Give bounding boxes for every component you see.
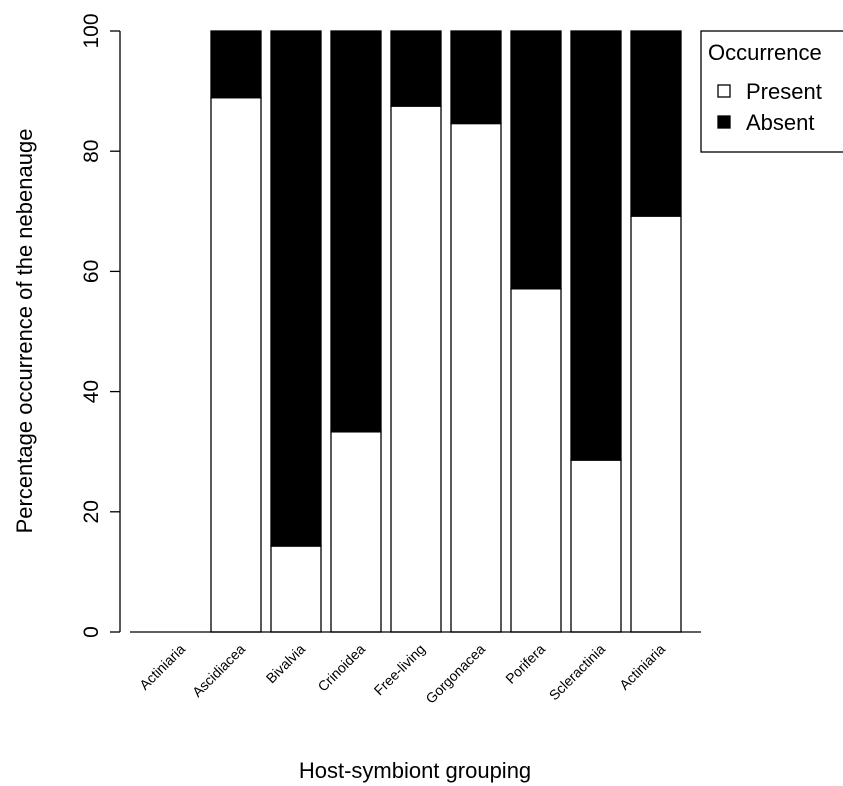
x-tick-label: Bivalvia: [263, 641, 309, 687]
bars-group: [211, 31, 681, 632]
legend-title: Occurrence: [708, 40, 822, 65]
x-tick-label: Free-living: [371, 641, 429, 699]
bar-present: [631, 216, 681, 632]
bar-present: [571, 460, 621, 632]
y-tick-label: 40: [80, 380, 103, 403]
x-tick-label: Actiniaria: [616, 641, 668, 693]
x-axis: Actiniaria Ascidiacea Bivalvia Crinoidea Fre…: [130, 632, 701, 707]
x-tick-label: Gorgonacea: [422, 641, 488, 707]
legend-label-absent: Absent: [746, 110, 815, 135]
y-axis: 0 20 40 60 80 100: [80, 13, 120, 637]
bar-absent: [571, 31, 621, 460]
legend: Occurrence Present Absent: [701, 31, 843, 152]
x-tick-label: Crinoidea: [314, 641, 368, 695]
x-tick-label: Ascidiacea: [189, 641, 248, 700]
bar-absent: [211, 31, 261, 98]
y-tick-label: 0: [80, 626, 103, 638]
legend-swatch-present: [718, 85, 730, 97]
y-tick-label: 20: [80, 500, 103, 523]
bar-present: [511, 289, 561, 632]
bar-present: [451, 124, 501, 632]
x-tick-label: Porifera: [502, 641, 548, 687]
bar-absent: [271, 31, 321, 546]
bar-present: [211, 98, 261, 632]
x-tick-label: Scleractinia: [546, 641, 609, 704]
y-axis-title: Percentage occurrence of the nebenauge: [12, 129, 37, 534]
legend-swatch-absent: [718, 116, 730, 128]
x-axis-title: Host-symbiont grouping: [299, 758, 531, 783]
bar-absent: [631, 31, 681, 216]
bar-absent: [511, 31, 561, 289]
y-tick-label: 100: [80, 13, 103, 48]
x-tick-label: Actiniaria: [136, 641, 188, 693]
legend-label-present: Present: [746, 79, 822, 104]
bar-absent: [331, 31, 381, 432]
bar-present: [271, 546, 321, 632]
bar-present: [331, 432, 381, 632]
y-tick-label: 60: [80, 260, 103, 283]
bar-absent: [451, 31, 501, 124]
y-tick-label: 80: [80, 140, 103, 163]
bar-present: [391, 106, 441, 632]
bar-absent: [391, 31, 441, 106]
